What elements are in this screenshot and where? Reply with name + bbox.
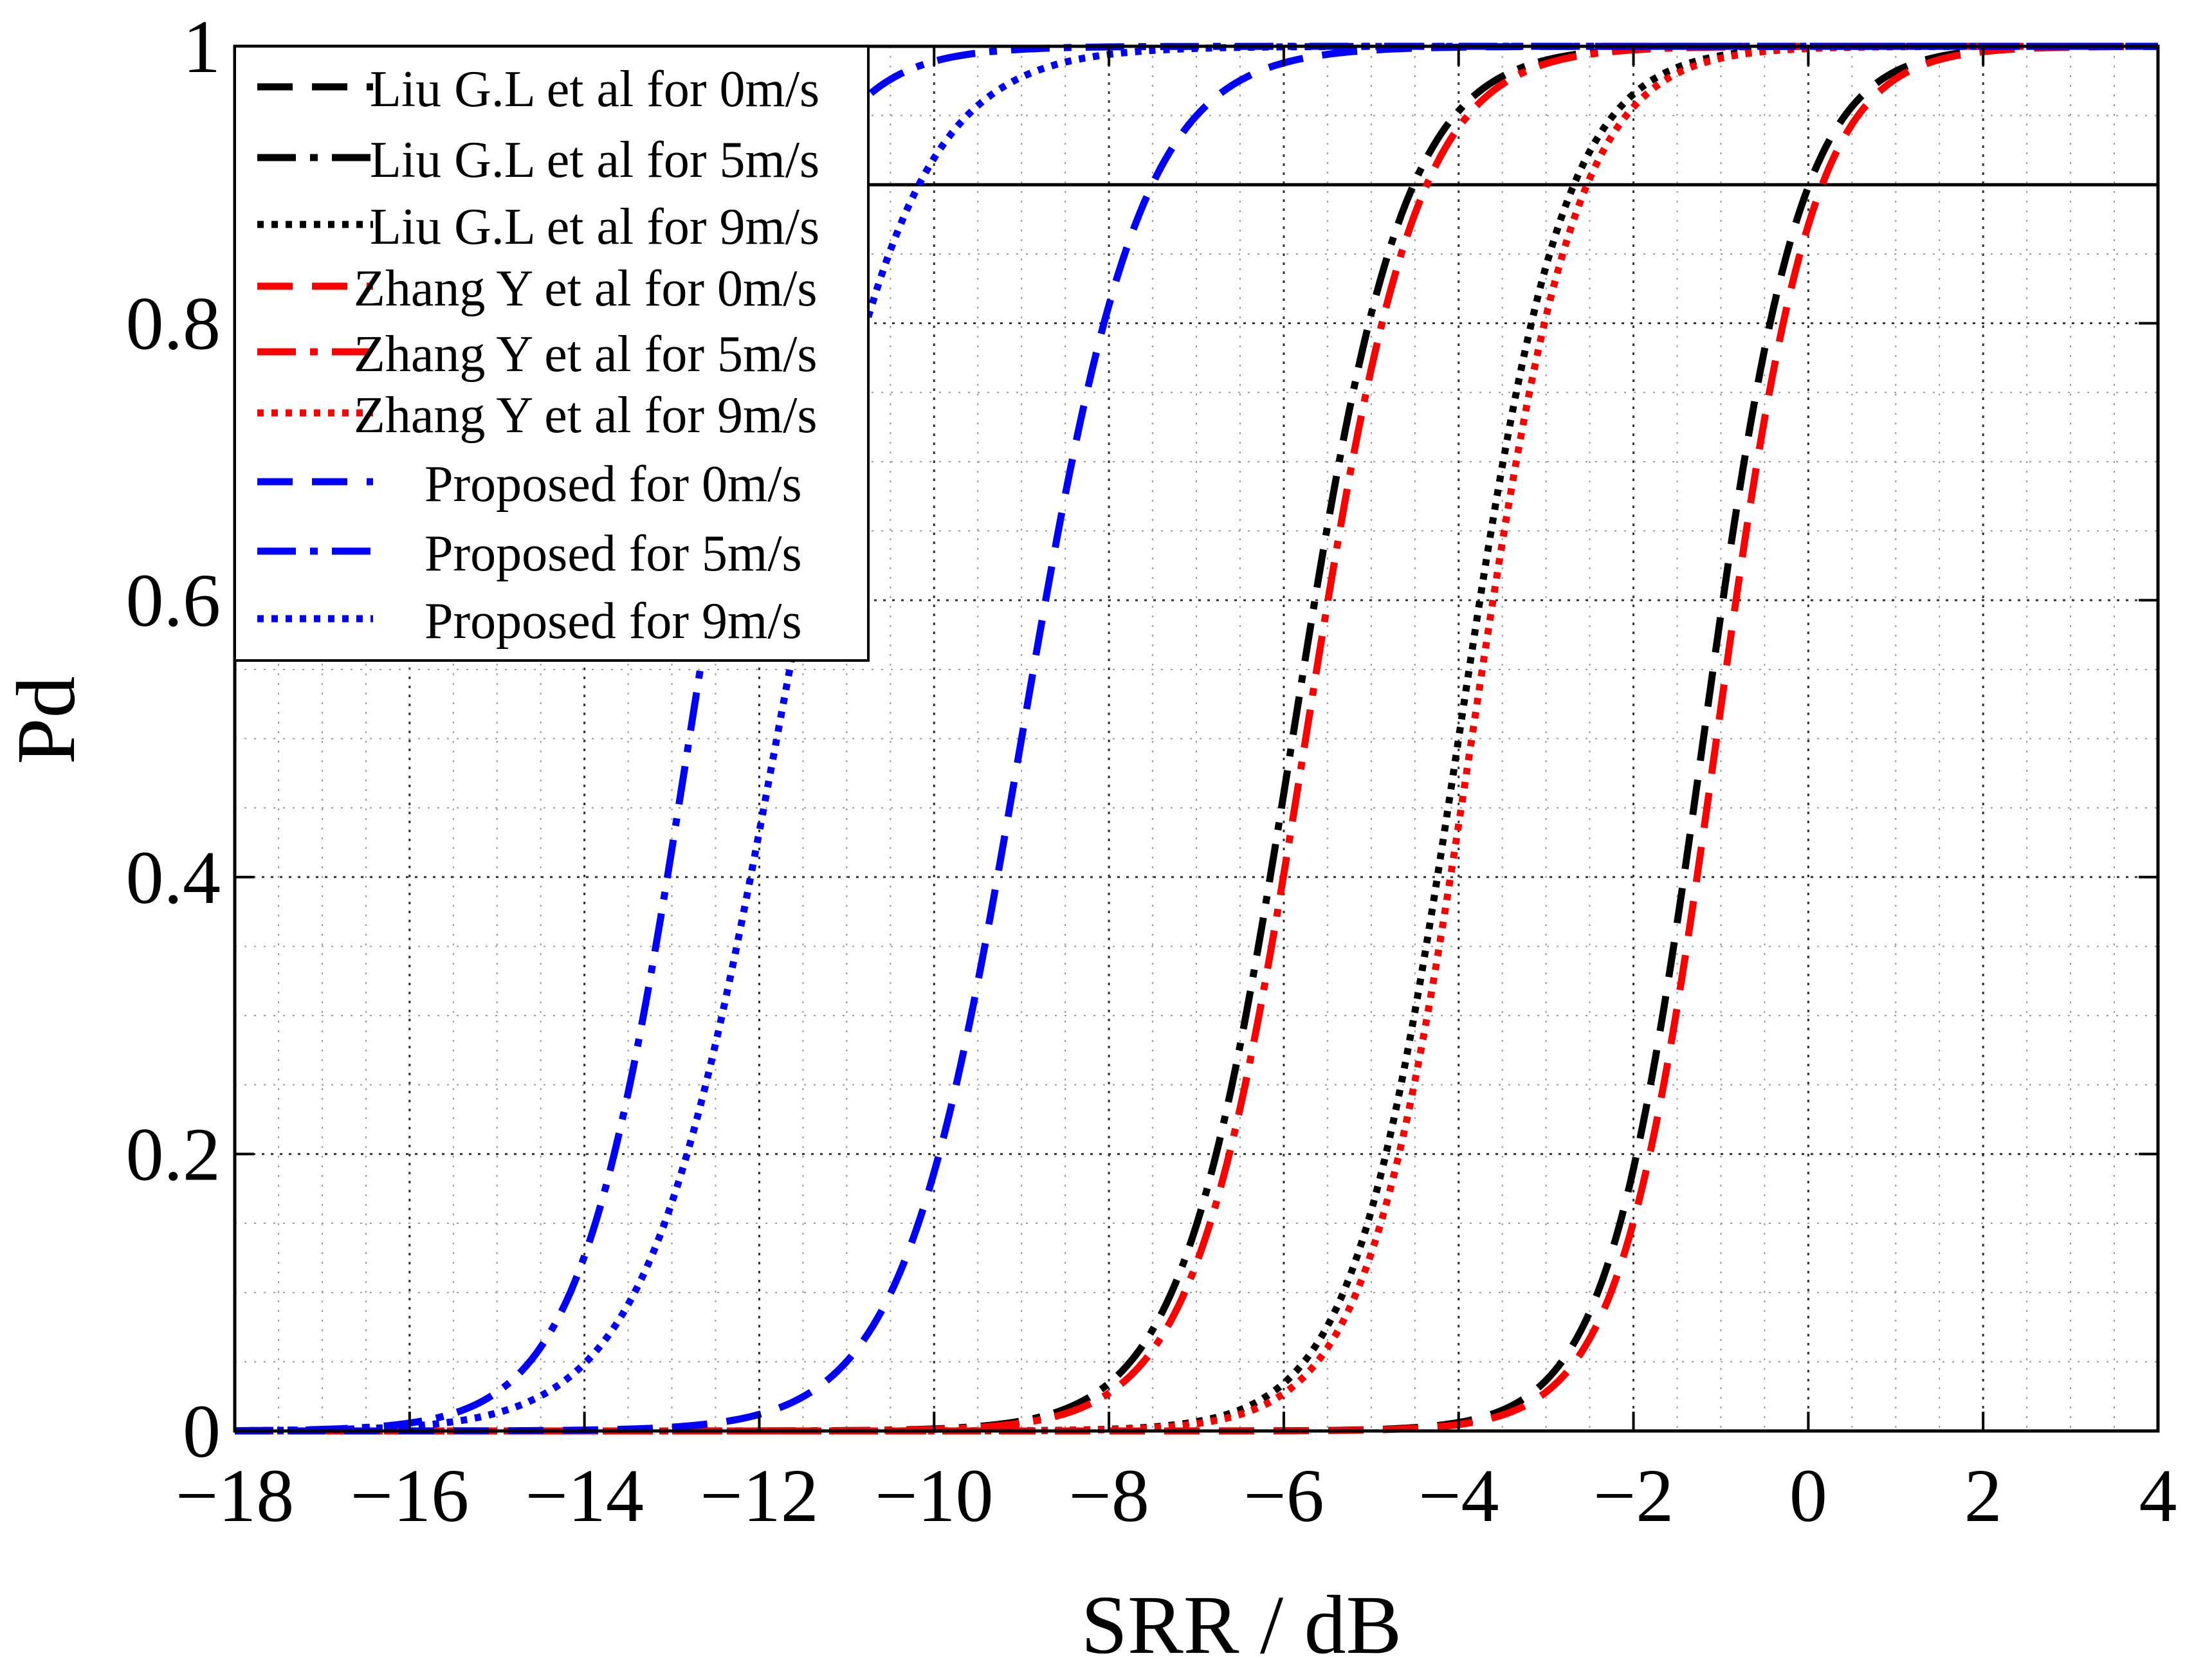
- x-tick-label: −6: [1243, 1453, 1324, 1538]
- x-tick-label: −4: [1418, 1453, 1499, 1538]
- legend-label-7: Proposed for 0m/s: [425, 456, 802, 513]
- x-tick-label: 2: [1964, 1453, 2002, 1538]
- x-tick-label: −2: [1593, 1453, 1674, 1538]
- plot-frame: [233, 44, 2160, 1433]
- series-line-9: [235, 42, 2158, 1434]
- x-tick-label: −10: [875, 1453, 994, 1538]
- y-tick-label: 0.2: [126, 1112, 221, 1196]
- y-axis-label: Pd: [0, 676, 93, 764]
- x-tick-label: −16: [351, 1453, 470, 1538]
- legend: Liu G.L et al for 0m/s Liu G.L et al for …: [233, 45, 870, 662]
- x-axis-label: SRR / dB: [1081, 1579, 1402, 1667]
- legend-label-1: Liu G.L et al for 0m/s: [370, 61, 819, 118]
- legend-label-5: Zhang Y et al for 5m/s: [354, 326, 818, 383]
- x-tick-label: −14: [525, 1453, 644, 1538]
- y-tick-label: 0.8: [126, 282, 221, 366]
- x-tick-label: 0: [1789, 1453, 1827, 1538]
- x-tick-label: −12: [700, 1453, 819, 1538]
- x-tick-label: −8: [1068, 1453, 1149, 1538]
- legend-label-4: Zhang Y et al for 0m/s: [354, 260, 818, 317]
- legend-label-6: Zhang Y et al for 9m/s: [354, 387, 818, 444]
- tick-labels-layer: −18 −16 −14 −12 −10 −8 −6 −4 −2 0 2 4 0 0.2 0.4 0.6 0.8 1: [126, 5, 2177, 1538]
- legend-label-3: Liu G.L et al for 9m/s: [370, 199, 819, 255]
- y-tick-label: 0.4: [126, 835, 221, 920]
- legend-label-2: Liu G.L et al for 5m/s: [370, 132, 819, 188]
- legend-label-9: Proposed for 9m/s: [425, 593, 802, 650]
- legend-label-8: Proposed for 5m/s: [425, 525, 802, 582]
- y-tick-label: 0: [183, 1389, 221, 1473]
- x-tick-label: −18: [176, 1453, 295, 1538]
- y-tick-label: 1: [183, 5, 221, 89]
- x-tick-label: 4: [2139, 1453, 2177, 1538]
- y-tick-label: 0.6: [126, 558, 221, 642]
